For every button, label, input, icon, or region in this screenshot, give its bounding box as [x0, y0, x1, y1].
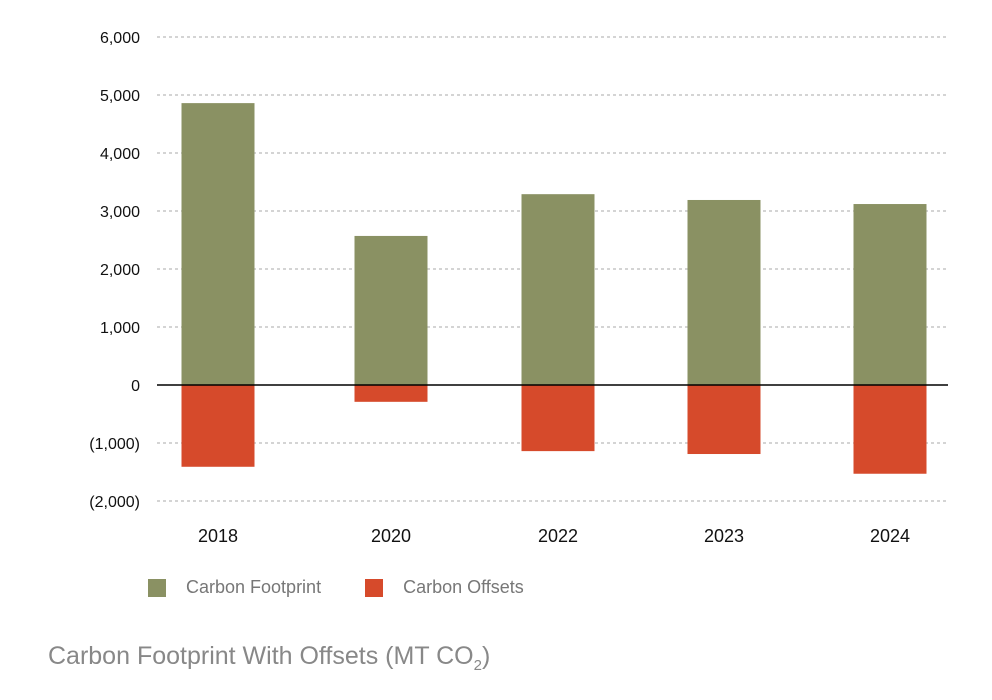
legend-swatch-footprint	[148, 578, 166, 597]
bar	[521, 385, 595, 452]
y-tick-label: 4,000	[100, 146, 140, 163]
bar	[181, 103, 255, 386]
bar	[687, 385, 761, 455]
y-tick-label: 3,000	[100, 204, 140, 221]
chart-title: Carbon Footprint With Offsets (MT CO2)	[48, 642, 490, 674]
x-tick-label: 2020	[371, 526, 411, 546]
title-suffix: )	[481, 642, 491, 670]
y-tick-label: 2,000	[100, 262, 140, 279]
bar	[181, 385, 255, 467]
legend-item-offsets: Carbon Offsets	[365, 577, 524, 598]
bar	[354, 385, 428, 402]
y-tick-label: (1,000)	[89, 436, 140, 453]
bar	[853, 385, 927, 474]
y-tick-label: 0	[131, 378, 140, 395]
legend-swatch-offsets	[365, 578, 384, 597]
title-subscript: 2	[473, 657, 482, 674]
y-tick-label: (2,000)	[89, 494, 140, 511]
legend-item-footprint: Carbon Footprint	[148, 577, 321, 598]
title-text: Carbon Footprint With Offsets (MT CO	[48, 642, 474, 670]
legend-label-offsets: Carbon Offsets	[403, 577, 524, 597]
bar	[521, 194, 595, 385]
y-tick-label: 5,000	[100, 88, 140, 105]
x-tick-label: 2022	[538, 526, 578, 546]
y-tick-label: 1,000	[100, 320, 140, 337]
y-tick-label: 6,000	[100, 30, 140, 47]
bar	[687, 199, 761, 385]
chart-plot: 6,000 5,000 4,000 3,000 2,000 1,000 0 (1,000) (2…	[89, 30, 948, 546]
x-tick-label: 2024	[870, 526, 910, 546]
bar	[853, 204, 927, 385]
bar	[354, 235, 428, 385]
x-tick-label: 2023	[704, 526, 744, 546]
x-tick-label: 2018	[198, 526, 238, 546]
legend: Carbon Footprint Carbon Offsets	[148, 577, 524, 598]
legend-label-footprint: Carbon Footprint	[186, 577, 322, 597]
